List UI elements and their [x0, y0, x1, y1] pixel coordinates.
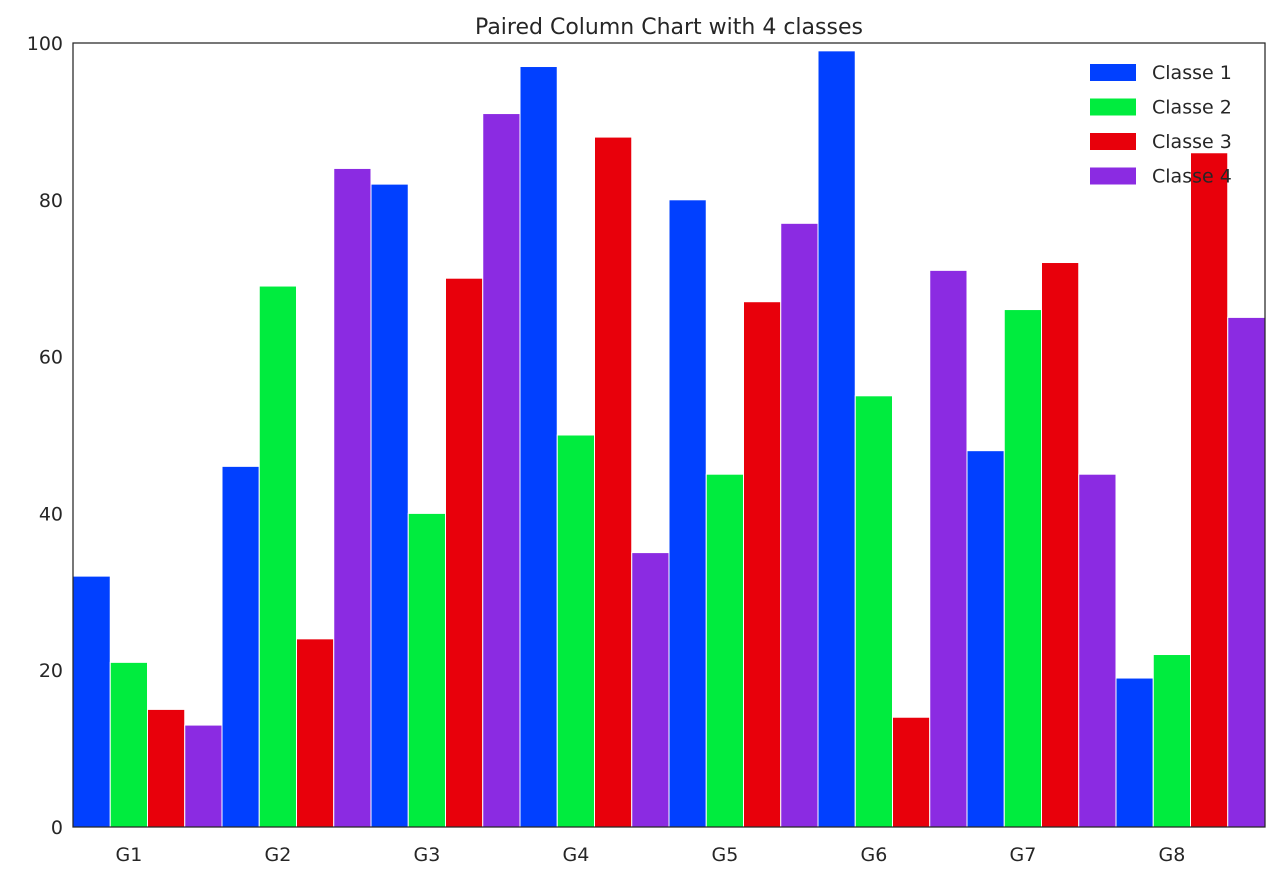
- legend-label-series-1: Classe 1: [1152, 62, 1232, 84]
- y-tick-label: 0: [51, 817, 63, 839]
- bar-g8-series-4: [1227, 316, 1266, 828]
- x-tick-label-g6: G6: [860, 844, 887, 866]
- x-tick-label-g8: G8: [1158, 844, 1185, 866]
- y-tick-label: 40: [39, 503, 63, 525]
- legend-label-series-3: Classe 3: [1152, 131, 1232, 153]
- legend: Classe 1 Classe 2 Classe 3 Classe 4: [1090, 62, 1232, 188]
- bar-g8-series-2: [1152, 654, 1191, 828]
- bar-g2-series-1: [221, 465, 260, 828]
- bar-g7-series-2: [1003, 309, 1042, 828]
- legend-label-series-4: Classe 4: [1152, 166, 1232, 188]
- y-tick-label: 60: [39, 347, 63, 369]
- x-tick-label-g4: G4: [562, 844, 589, 866]
- bar-g2-series-4: [333, 167, 372, 828]
- bar-g5-series-2: [705, 473, 744, 828]
- bar-g6-series-4: [929, 269, 968, 828]
- bar-g2-series-2: [258, 285, 297, 828]
- x-axis: G1 G2 G3 G4 G5 G6 G7 G8: [115, 844, 1185, 866]
- bar-g8-series-1: [1115, 677, 1154, 828]
- y-tick-label: 20: [39, 660, 63, 682]
- y-tick-label: 100: [27, 33, 63, 55]
- legend-swatch-series-2: [1090, 98, 1136, 116]
- y-tick-label: 80: [39, 190, 63, 212]
- bar-g3-series-4: [482, 113, 521, 828]
- plot-frame: [72, 42, 1266, 828]
- x-tick-label-g5: G5: [711, 844, 738, 866]
- bar-g1-series-1: [72, 575, 111, 828]
- bar-g5-series-1: [668, 199, 707, 828]
- y-axis: 0 20 40 60 80 100: [27, 33, 63, 839]
- legend-swatch-series-4: [1090, 167, 1136, 185]
- bar-g7-series-3: [1041, 262, 1080, 828]
- x-tick-label-g2: G2: [264, 844, 291, 866]
- bar-g4-series-2: [556, 434, 595, 828]
- bar-g5-series-3: [743, 301, 782, 828]
- legend-swatch-series-3: [1090, 133, 1136, 150]
- bar-g4-series-4: [631, 552, 670, 828]
- bar-g2-series-3: [296, 638, 335, 828]
- bars-group: [72, 50, 1266, 828]
- bar-g7-series-4: [1078, 473, 1117, 828]
- bar-g3-series-3: [445, 277, 484, 828]
- bar-g6-series-2: [854, 395, 893, 828]
- bar-g3-series-1: [370, 183, 409, 828]
- bar-g5-series-4: [780, 222, 819, 828]
- bar-g1-series-3: [147, 708, 186, 828]
- bar-g6-series-1: [817, 50, 856, 828]
- legend-label-series-2: Classe 2: [1152, 97, 1232, 119]
- x-tick-label-g7: G7: [1009, 844, 1036, 866]
- x-tick-label-g1: G1: [115, 844, 142, 866]
- x-tick-label-g3: G3: [413, 844, 440, 866]
- bar-g6-series-3: [892, 716, 931, 828]
- bar-g4-series-3: [594, 136, 633, 828]
- legend-swatch-series-1: [1090, 64, 1136, 81]
- bar-g3-series-2: [407, 512, 446, 828]
- bar-g7-series-1: [966, 450, 1005, 828]
- bar-g1-series-4: [184, 724, 223, 828]
- bar-g4-series-1: [519, 66, 558, 828]
- bar-g1-series-2: [109, 661, 148, 828]
- bar-g8-series-3: [1190, 152, 1229, 828]
- chart-title: Paired Column Chart with 4 classes: [475, 15, 863, 40]
